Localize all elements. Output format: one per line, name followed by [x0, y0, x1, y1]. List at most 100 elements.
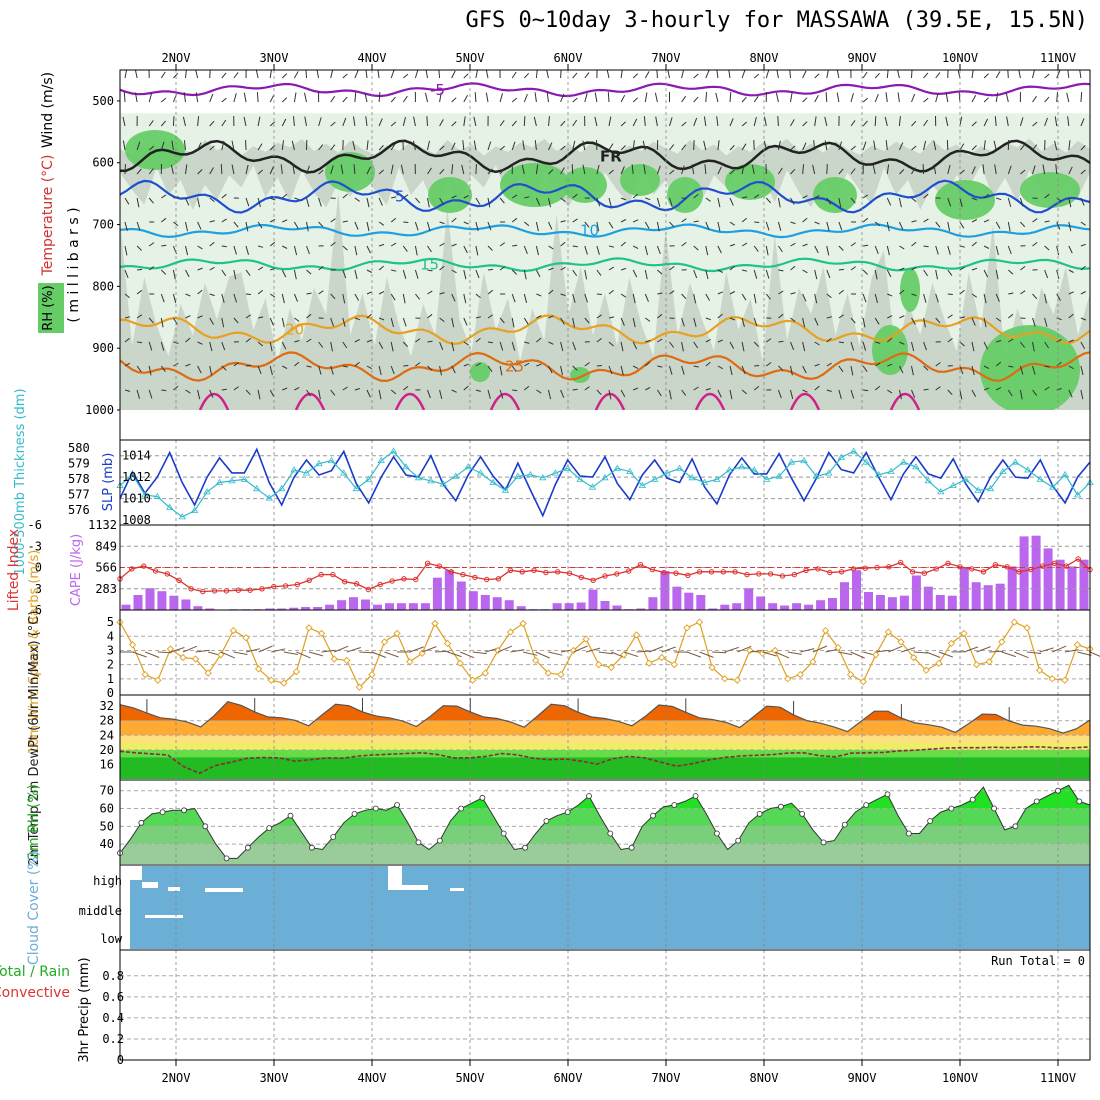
wind-barb: [197, 365, 202, 374]
wind-barb: [292, 164, 295, 175]
wind-barb: [378, 221, 385, 226]
wind-marker: [355, 683, 364, 691]
cape-bar: [899, 595, 909, 610]
wind-barb: [824, 140, 828, 151]
wind-barb: [766, 362, 772, 367]
wind-barb: [572, 97, 578, 103]
wind-barb: [233, 269, 237, 280]
isotherm-line: [120, 179, 1090, 214]
thickness-marker: [937, 488, 945, 495]
li-marker: [602, 573, 608, 579]
wind-barb: [995, 317, 1002, 322]
wind-barb: [148, 365, 152, 376]
wind-barb: [231, 164, 235, 175]
wind-barb: [366, 291, 373, 295]
wind-barb: [754, 221, 760, 223]
li-marker: [401, 576, 407, 582]
wind-barb: [1032, 317, 1036, 327]
wind-barb: [1044, 386, 1050, 391]
wind-barb: [161, 389, 167, 392]
wind-barb: [983, 341, 989, 350]
rh2m-marker: [756, 811, 763, 817]
wind-barb: [814, 116, 817, 127]
chart-fills: [120, 70, 1090, 949]
surface-wind-barb: [296, 651, 311, 659]
wind-barb: [487, 341, 494, 344]
wind-barb: [790, 265, 796, 271]
thickness-marker: [874, 470, 883, 478]
thickness-marker: [489, 478, 497, 485]
wind-barb: [656, 165, 661, 175]
wind-barb: [1020, 341, 1025, 348]
wind-speed-line: [119, 621, 1091, 689]
wind-barb: [1056, 293, 1061, 301]
rh-high-blob: [1020, 172, 1080, 208]
cloud-gap: [388, 866, 402, 890]
wind-barb: [1068, 291, 1074, 295]
wind-barb: [802, 70, 807, 79]
wind-barb: [983, 73, 989, 79]
wind-barb: [512, 389, 518, 392]
wind-barb: [160, 120, 166, 127]
isotherm-label-FR: FR: [600, 148, 622, 166]
wind-barb: [294, 340, 300, 343]
wind-barb: [124, 316, 131, 319]
cloud-gap: [145, 915, 183, 918]
wind-barb: [293, 221, 299, 229]
rh2m-marker: [692, 793, 699, 799]
wind-barb: [521, 164, 525, 175]
wind-barb: [911, 167, 916, 175]
thickness-marker: [265, 494, 273, 501]
wind-barb: [354, 92, 357, 103]
cape-bar: [1031, 535, 1041, 610]
wind-barb: [124, 197, 130, 205]
wind-barb: [705, 269, 709, 280]
wind-barb: [487, 314, 493, 319]
wind-barb: [461, 164, 465, 175]
wind-barb: [197, 116, 200, 127]
surface-wind-barb: [787, 651, 802, 655]
wind-barb: [463, 269, 467, 280]
day-label-top: 6NOV: [554, 51, 583, 65]
wind-barb: [161, 244, 167, 247]
surface-wind-barb: [422, 646, 437, 653]
wind-barb: [1056, 388, 1062, 391]
wind-barb: [1044, 365, 1050, 368]
li-marker: [933, 566, 939, 572]
li-marker: [767, 571, 774, 577]
wind-barb: [1068, 269, 1074, 273]
thickness-marker: [352, 484, 361, 492]
isotherm-label-15: 15: [420, 256, 439, 274]
wind-barb: [608, 245, 615, 248]
wind-barb: [546, 92, 549, 103]
wind-barb: [160, 141, 165, 151]
wind-barb: [777, 221, 782, 231]
wind-barb: [681, 293, 687, 300]
surface-wind-barb: [1089, 651, 1100, 657]
wind-barb: [959, 316, 966, 319]
wind-barb: [874, 385, 881, 391]
wind-barb: [402, 269, 407, 279]
wind-barb: [693, 220, 699, 223]
wind-barb: [306, 245, 310, 255]
temp-band: [120, 749, 1090, 758]
wind-barb: [560, 389, 565, 398]
wind-barb: [838, 245, 844, 251]
wind-barb: [209, 120, 215, 127]
wind-barb: [378, 118, 383, 127]
wind-barb: [172, 317, 178, 325]
surface-wind-barb: [1077, 651, 1092, 656]
li-tick: 0: [35, 561, 42, 575]
wind-barb: [717, 245, 722, 254]
wind-barb: [729, 197, 734, 206]
cape-bar: [816, 600, 826, 610]
rh2m-marker: [330, 834, 337, 840]
wind-barb: [402, 341, 409, 347]
wind-marker: [443, 639, 452, 648]
cloud-level-middle: middle: [79, 904, 122, 918]
wind-barb: [983, 269, 989, 278]
wind-marker: [721, 675, 729, 683]
wind-barb: [1007, 165, 1012, 175]
wind-barb: [826, 389, 832, 392]
surface-wind-barb: [1014, 651, 1029, 659]
